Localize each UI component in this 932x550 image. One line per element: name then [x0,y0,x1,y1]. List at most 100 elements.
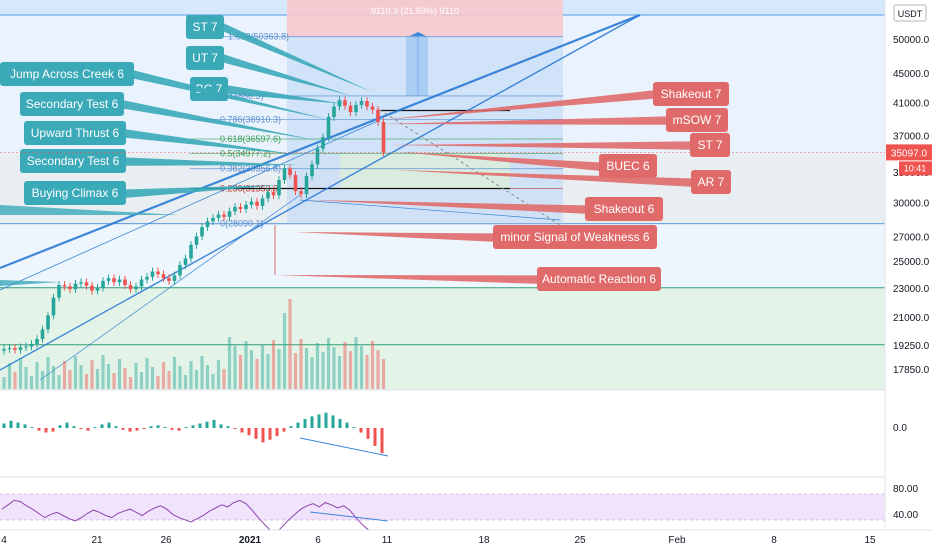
right-callout[interactable]: Automatic Reaction 6 [275,267,661,291]
callout-box [20,149,126,173]
volume-bar [277,349,281,389]
rsi-divergence [309,511,389,522]
oscillator-bar [37,428,41,431]
left-callout[interactable]: Secondary Test 6 [20,149,300,173]
callout-pointer [382,90,653,120]
right-callout[interactable]: mSOW 7 [382,108,728,132]
fib-label: 0.786(38910.3) [220,114,281,124]
callout-box [585,197,663,221]
volume-bar [200,356,204,389]
volume-bar [227,337,232,389]
price-axis [885,0,932,550]
callout-text: Automatic Reaction 6 [542,272,656,286]
time-tick: 4 [1,535,7,546]
volume-bar [260,345,265,389]
candle-body [51,297,56,316]
oscillator-bar [219,424,223,428]
right-callout[interactable]: AR 7 [395,170,731,194]
candle-body [73,283,78,290]
currency-button[interactable]: USDT [893,4,927,22]
volume-bar [315,343,320,389]
left-callout[interactable]: Buying Climax 6 [24,181,280,205]
rsi-line [1,499,381,535]
rsi-band [0,494,885,520]
candle-body [7,348,12,350]
right-callout[interactable]: Shakeout 7 [382,82,729,120]
volume-bar [266,354,270,389]
candle-body [95,287,100,291]
volume-bar [117,359,122,389]
left-callout[interactable]: UT 7 [186,46,352,96]
oscillator-bar [23,424,27,428]
oscillator-bar [100,424,104,428]
candle-body [134,286,138,290]
left-callout[interactable]: Secondary Test 6 [20,92,315,140]
time-tick: 21 [91,535,103,546]
volume-bar [51,366,56,389]
callout-pointer [295,232,493,242]
callout-box [24,121,126,145]
right-callout[interactable]: minor Signal of Weakness 6 [295,225,657,249]
candle-body [249,201,254,205]
volume-bar [68,370,72,389]
oscillator-bar [72,426,76,428]
oscillator-bar [233,428,237,429]
oscillator-bar [359,428,363,433]
candle-body [13,348,17,350]
volume-bar [7,363,12,389]
candle-body [172,275,177,281]
oscillator-bar [51,428,55,432]
oscillator-bar [114,426,118,428]
volume-bar [189,361,193,389]
volume-bar [101,355,105,389]
left-callout[interactable]: Jump Across Creek 6 [0,62,330,120]
candle-body [150,271,155,277]
callout-text: ST 7 [192,20,217,34]
left-callout[interactable]: ST 7 [186,15,372,92]
callout-box [0,62,134,86]
candle-body [57,285,61,298]
callout-pointer [126,129,300,155]
volume-bar [145,358,149,389]
candle-body [211,217,215,222]
callout-box [537,267,661,291]
candle-body [35,339,39,344]
price-tick: 30000.0 [893,199,930,210]
left-callout[interactable]: Upward Thrust 6 [24,121,300,155]
callout-box [493,225,657,249]
price-tick: 23000.0 [893,284,930,295]
candle-body [216,214,221,218]
price-tick: 37000.0 [893,131,930,142]
oscillator-bar [373,428,377,446]
volume-bar [73,356,78,389]
currency-label: USDT [898,9,923,19]
oscillator-bar [296,422,300,428]
callout-pointer [382,116,666,125]
candle-body [189,244,193,259]
right-callout[interactable]: ST 7 [390,133,730,157]
candle-body [260,198,265,206]
callout-pointer [400,152,599,171]
volume-bar [57,375,61,389]
volume-bar [156,376,160,389]
callout-pointer [124,100,315,140]
oscillator-bar [240,428,244,433]
volume-bar [150,367,155,389]
oscillator-bar [380,428,384,454]
callout-text: Shakeout 7 [661,87,722,101]
oscillator-bar [212,419,216,428]
right-callout[interactable]: BUEC 6 [400,152,657,178]
volume-bar [222,369,226,389]
callout-box [24,181,126,205]
oscillator-bar [121,428,125,430]
candle-body [293,175,298,192]
right-callout[interactable]: Shakeout 6 [310,197,663,221]
volume-bar [95,369,100,389]
callout-pointer [395,170,691,187]
volume-bar [348,351,353,389]
fib-label: 0.5(34977.2) [220,148,271,158]
oscillator-bar [65,422,69,428]
callout-text: Buying Climax 6 [32,186,119,200]
candle-body [161,274,166,279]
